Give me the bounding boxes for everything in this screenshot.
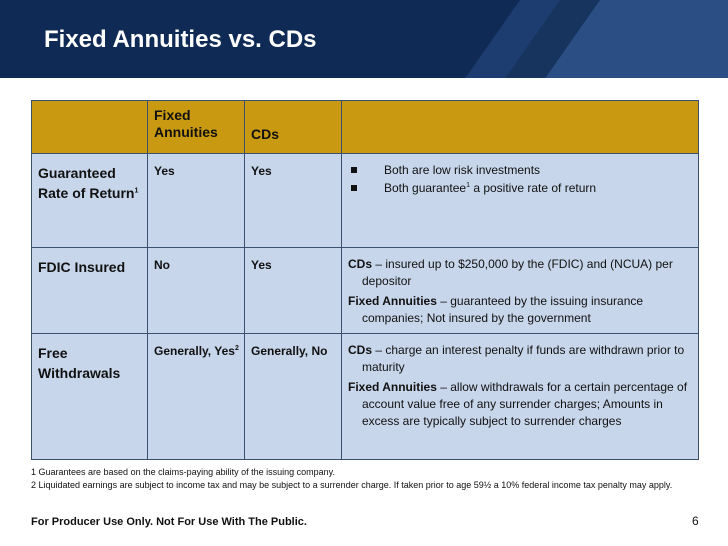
fixed-annuities-value: Yes bbox=[154, 164, 175, 178]
table-header-row: Fixed Annuities CDs bbox=[31, 100, 699, 154]
notes-cell: CDs – insured up to $250,000 by the (FDI… bbox=[341, 247, 699, 334]
row-label: Guaranteed Rate of Return1 bbox=[38, 165, 139, 201]
square-bullet-icon bbox=[351, 167, 357, 173]
list-item: Fixed Annuities – guaranteed by the issu… bbox=[348, 294, 644, 325]
footnote-2: 2 Liquidated earnings are subject to inc… bbox=[31, 480, 673, 490]
square-bullet-icon bbox=[351, 185, 357, 191]
table-row: Free Withdrawals Generally, Yes2 General… bbox=[31, 333, 699, 460]
row-label: FDIC Insured bbox=[38, 259, 126, 275]
page-number: 6 bbox=[692, 514, 699, 528]
list-item: CDs – insured up to $250,000 by the (FDI… bbox=[348, 257, 673, 288]
table-row: Guaranteed Rate of Return1 Yes Yes Both … bbox=[31, 153, 699, 248]
cds-cell: Yes bbox=[244, 153, 342, 248]
row-label-cell: Guaranteed Rate of Return1 bbox=[31, 153, 148, 248]
disclaimer: For Producer Use Only. Not For Use With … bbox=[31, 516, 307, 528]
slide-header: Fixed Annuities vs. CDs bbox=[0, 0, 728, 78]
row-label-cell: FDIC Insured bbox=[31, 247, 148, 334]
fixed-annuities-value: No bbox=[154, 258, 170, 272]
notes: Both are low risk investments Both guara… bbox=[342, 154, 698, 197]
header-cell-fixed-annuities: Fixed Annuities bbox=[147, 100, 245, 154]
list-item: CDs – charge an interest penalty if fund… bbox=[348, 343, 685, 374]
notes-cell: Both are low risk investments Both guara… bbox=[341, 153, 699, 248]
notes: CDs – charge an interest penalty if fund… bbox=[342, 334, 698, 430]
fixed-annuities-cell: Generally, Yes2 bbox=[147, 333, 245, 460]
header-cds: CDs bbox=[251, 126, 280, 142]
list-item: Both are low risk investments bbox=[348, 162, 692, 179]
fixed-annuities-cell: Yes bbox=[147, 153, 245, 248]
row-label: Free Withdrawals bbox=[38, 345, 121, 381]
cds-value: Generally, No bbox=[251, 344, 328, 358]
row-label-cell: Free Withdrawals bbox=[31, 333, 148, 460]
comparison-table: Fixed Annuities CDs Guaranteed Rate of R… bbox=[31, 100, 699, 460]
header-cell-empty bbox=[31, 100, 148, 154]
list-item: Both guarantee1 a positive rate of retur… bbox=[348, 180, 692, 197]
header-cell-cds: CDs bbox=[244, 100, 342, 154]
footnote-1: 1 Guarantees are based on the claims-pay… bbox=[31, 467, 336, 477]
cds-value: Yes bbox=[251, 164, 272, 178]
notes: CDs – insured up to $250,000 by the (FDI… bbox=[342, 248, 698, 327]
fixed-annuities-cell: No bbox=[147, 247, 245, 334]
cds-cell: Generally, No bbox=[244, 333, 342, 460]
fixed-annuities-value: Generally, Yes2 bbox=[154, 344, 239, 358]
header-cell-notes bbox=[341, 100, 699, 154]
list-item: Fixed Annuities – allow withdrawals for … bbox=[348, 380, 688, 428]
table-row: FDIC Insured No Yes CDs – insured up to … bbox=[31, 247, 699, 334]
cds-value: Yes bbox=[251, 258, 272, 272]
header-fixed-annuities: Fixed Annuities bbox=[154, 107, 218, 140]
cds-cell: Yes bbox=[244, 247, 342, 334]
slide-title: Fixed Annuities vs. CDs bbox=[44, 26, 317, 53]
notes-cell: CDs – charge an interest penalty if fund… bbox=[341, 333, 699, 460]
